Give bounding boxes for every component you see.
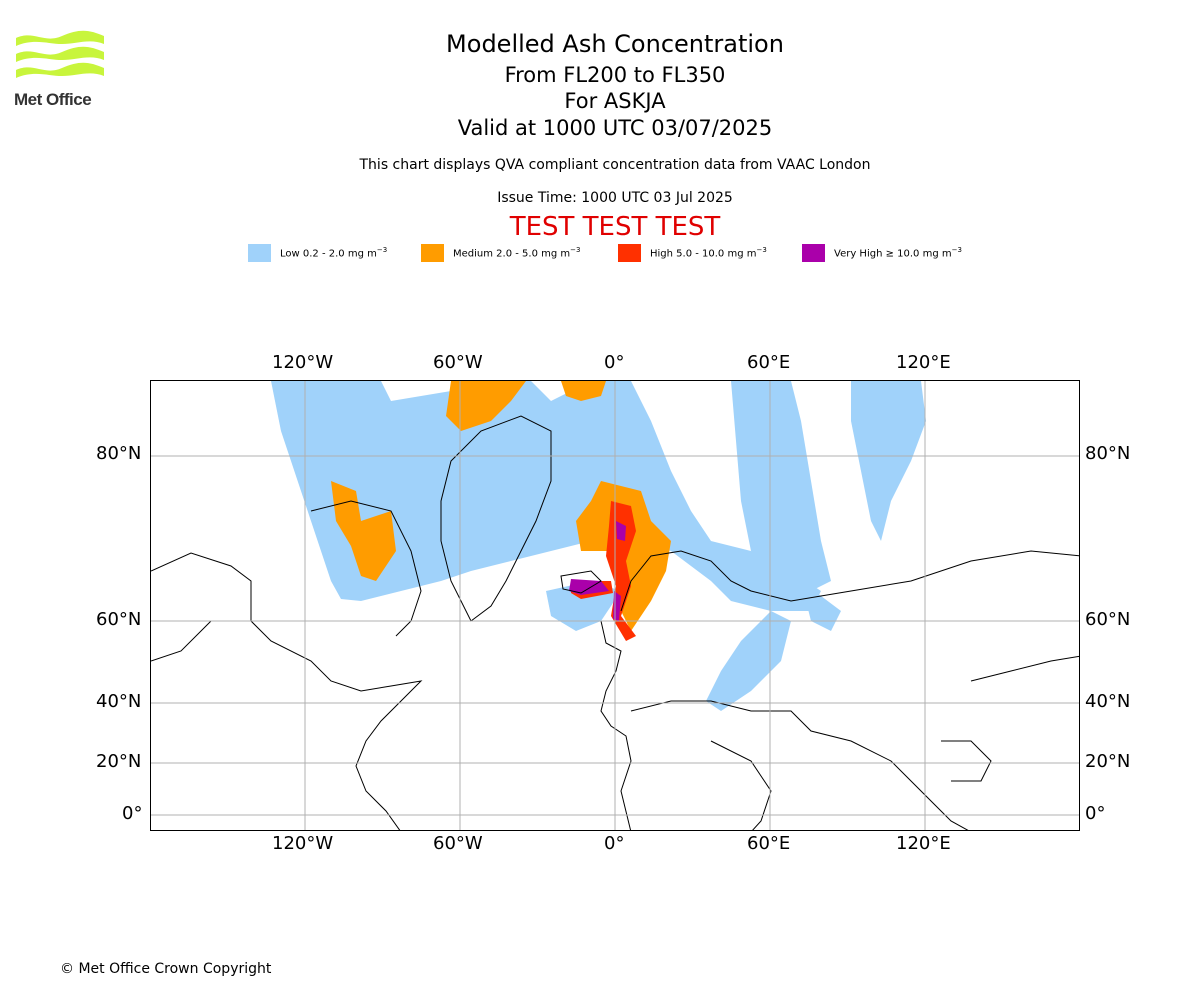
- lon-label-bottom: 60°E: [747, 833, 791, 854]
- legend-swatch-high: [618, 244, 641, 262]
- lat-label-left: 40°N: [96, 691, 142, 712]
- lon-label-top: 0°: [604, 352, 625, 373]
- test-banner: TEST TEST TEST: [509, 212, 721, 242]
- lon-label-bottom: 0°: [604, 833, 625, 854]
- legend-swatch-medium: [421, 244, 444, 262]
- lat-label-right: 40°N: [1085, 691, 1131, 712]
- ash-map-svg: [151, 381, 1079, 830]
- volcano-name: For ASKJA: [564, 89, 666, 113]
- lat-label-left: 20°N: [96, 751, 142, 772]
- copyright: © Met Office Crown Copyright: [60, 961, 272, 977]
- legend-item-high: High 5.0 - 10.0 mg m−3: [618, 244, 767, 262]
- lat-label-right: 0°: [1085, 803, 1106, 824]
- legend-item-low: Low 0.2 - 2.0 mg m−3: [248, 244, 387, 262]
- lon-label-top: 60°W: [433, 352, 483, 373]
- lat-label-right: 60°N: [1085, 609, 1131, 630]
- coastlines: [151, 415, 1079, 830]
- legend-item-medium: Medium 2.0 - 5.0 mg m−3: [421, 244, 580, 262]
- lat-label-left: 60°N: [96, 609, 142, 630]
- lon-label-bottom: 60°W: [433, 833, 483, 854]
- valid-time: Valid at 1000 UTC 03/07/2025: [457, 116, 773, 140]
- lat-label-left: 0°: [122, 803, 143, 824]
- gridlines: [151, 381, 1079, 830]
- flight-levels: From FL200 to FL350: [504, 63, 726, 87]
- map-area: 120°W 60°W 0° 60°E 120°E 120°W 60°W 0° 6…: [0, 340, 1200, 870]
- issue-time: Issue Time: 1000 UTC 03 Jul 2025: [497, 190, 733, 206]
- lon-label-top: 60°E: [747, 352, 791, 373]
- lon-label-top: 120°E: [896, 352, 951, 373]
- legend-swatch-low: [248, 244, 271, 262]
- met-office-logo: Met Office: [14, 30, 109, 110]
- chart-title: Modelled Ash Concentration: [446, 30, 784, 58]
- legend-label-very-high: Very High ≥ 10.0 mg m: [834, 248, 952, 260]
- legend-swatch-very-high: [802, 244, 825, 262]
- legend-label-high: High 5.0 - 10.0 mg m: [650, 248, 757, 260]
- legend-label-low: Low 0.2 - 2.0 mg m: [280, 248, 377, 260]
- legend-item-very-high: Very High ≥ 10.0 mg m−3: [802, 244, 962, 262]
- map-frame: [150, 380, 1080, 831]
- logo-text: Met Office: [14, 90, 92, 109]
- lon-label-bottom: 120°W: [272, 833, 334, 854]
- lat-label-left: 80°N: [96, 443, 142, 464]
- lat-label-right: 80°N: [1085, 443, 1131, 464]
- lat-label-right: 20°N: [1085, 751, 1131, 772]
- lon-label-bottom: 120°E: [896, 833, 951, 854]
- legend-label-medium: Medium 2.0 - 5.0 mg m: [453, 248, 571, 260]
- met-office-logo-icon: [16, 30, 104, 78]
- chart-description: This chart displays QVA compliant concen…: [359, 157, 871, 173]
- lon-label-top: 120°W: [272, 352, 334, 373]
